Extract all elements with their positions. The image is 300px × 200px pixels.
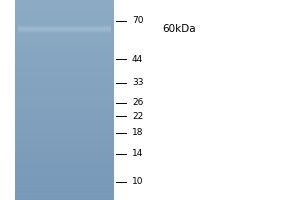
- Text: 14: 14: [132, 149, 143, 158]
- Text: 70: 70: [132, 16, 143, 25]
- Text: 44: 44: [132, 55, 143, 64]
- Text: 60kDa: 60kDa: [162, 24, 196, 34]
- Text: 18: 18: [132, 128, 143, 137]
- Text: 33: 33: [132, 78, 143, 87]
- Text: 22: 22: [132, 112, 143, 121]
- Text: 10: 10: [132, 177, 143, 186]
- Text: 26: 26: [132, 98, 143, 107]
